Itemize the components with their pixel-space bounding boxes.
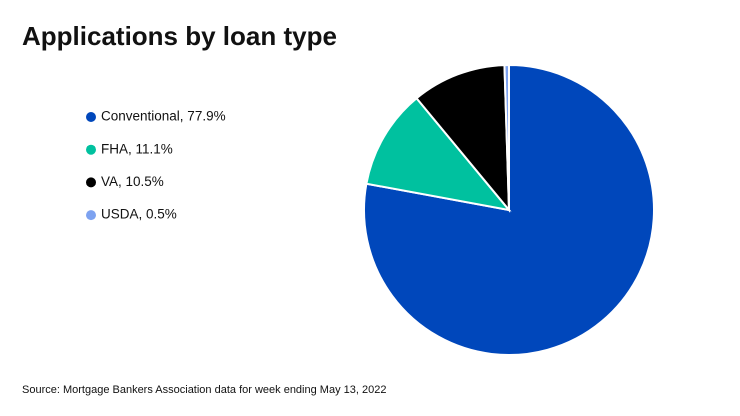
- source-note: Source: Mortgage Bankers Association dat…: [22, 384, 386, 396]
- legend-marker: [86, 177, 96, 188]
- pie-slice: [365, 96, 512, 212]
- legend-marker: [86, 210, 96, 221]
- legend-marker: [86, 144, 96, 155]
- legend-label: VA, 10.5%: [101, 174, 164, 189]
- chart-title: Applications by loan type: [22, 21, 337, 51]
- legend-marker: [86, 112, 96, 122]
- legend-label: Conventional, 77.9%: [101, 109, 226, 124]
- legend-label: USDA, 0.5%: [101, 207, 177, 222]
- legend-label: FHA, 11.1%: [101, 141, 173, 156]
- pie-slice: [503, 63, 510, 211]
- pie-slice: [415, 64, 511, 213]
